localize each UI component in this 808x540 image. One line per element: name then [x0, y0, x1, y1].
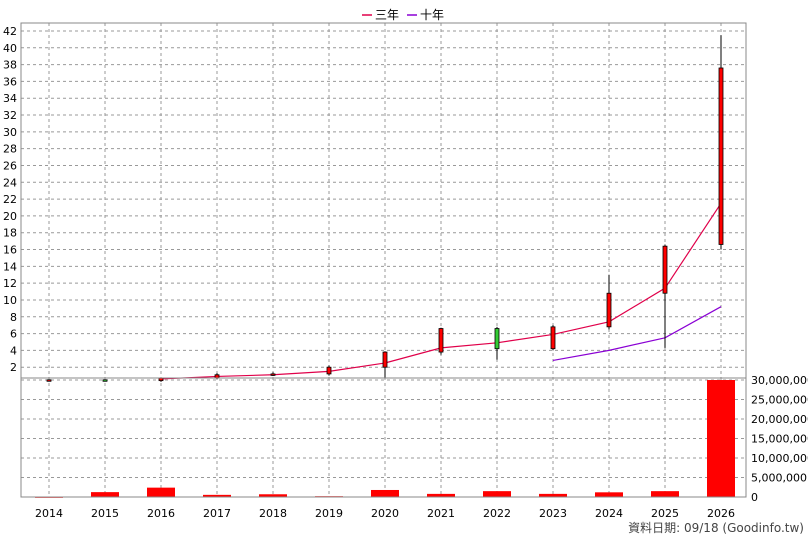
- x-tick-label: 2017: [203, 507, 231, 520]
- price-tick-label: 36: [3, 75, 17, 88]
- price-tick-label: 28: [3, 143, 17, 156]
- price-tick-label: 24: [3, 176, 17, 189]
- price-tick-label: 14: [3, 260, 17, 273]
- legend-label-ma3: 三年: [375, 8, 399, 22]
- x-tick-label: 2014: [35, 507, 63, 520]
- volume-tick-label: 15,000,000: [751, 433, 808, 446]
- x-tick-label: 2015: [91, 507, 119, 520]
- x-tick-label: 2016: [147, 507, 175, 520]
- price-tick-label: 22: [3, 193, 17, 206]
- plot-frame: [20, 22, 747, 498]
- x-tick-label: 2024: [595, 507, 623, 520]
- x-tick-label: 2022: [483, 507, 511, 520]
- volume-bar: [371, 489, 399, 497]
- price-tick-label: 10: [3, 294, 17, 307]
- price-tick-label: 8: [10, 311, 17, 324]
- candle-body: [550, 326, 556, 350]
- volume-bar: [483, 491, 511, 497]
- price-tick-label: 34: [3, 92, 17, 105]
- price-tick-label: 42: [3, 25, 17, 38]
- ma-line-ten-year: [552, 306, 722, 362]
- volume-bar: [91, 492, 119, 497]
- price-tick-label: 40: [3, 42, 17, 55]
- candle-body: [382, 351, 388, 368]
- volume-tick-label: 5,000,000: [751, 472, 807, 485]
- volume-bar: [203, 494, 231, 497]
- x-tick-label: 2023: [539, 507, 567, 520]
- x-tick-label: 2025: [651, 507, 679, 520]
- x-tick-label: 2019: [315, 507, 343, 520]
- candle-body: [270, 373, 276, 376]
- price-tick-label: 12: [3, 277, 17, 290]
- volume-tick-label: 30,000,000: [751, 374, 808, 387]
- candle-body: [438, 328, 444, 353]
- footer-source: 資料日期: 09/18 (Goodinfo.tw): [628, 521, 804, 535]
- price-tick-label: 18: [3, 227, 17, 240]
- price-tick-label: 26: [3, 159, 17, 172]
- candle-body: [662, 245, 668, 294]
- price-tick-label: 20: [3, 210, 17, 223]
- volume-tick-label: 25,000,000: [751, 394, 808, 407]
- x-tick-label: 2020: [371, 507, 399, 520]
- x-tick-label: 2021: [427, 507, 455, 520]
- candle-body: [102, 379, 108, 382]
- volume-tick-label: 10,000,000: [751, 452, 808, 465]
- candle-body: [718, 67, 724, 245]
- candle-body: [46, 379, 52, 382]
- volume-bar: [651, 491, 679, 497]
- candle-body: [606, 292, 612, 328]
- volume-bar: [595, 492, 623, 497]
- price-tick-label: 38: [3, 59, 17, 72]
- x-tick-label: 2026: [707, 507, 735, 520]
- legend: 三年 十年: [362, 8, 444, 22]
- volume-bar: [707, 380, 735, 497]
- price-tick-label: 30: [3, 126, 17, 139]
- price-tick-label: 2: [10, 361, 17, 374]
- grid: [21, 23, 746, 497]
- volume-bar: [147, 487, 175, 497]
- price-tick-label: 4: [10, 344, 17, 357]
- x-tick-label: 2018: [259, 507, 287, 520]
- volume-tick-label: 0: [751, 491, 758, 504]
- candle-body: [494, 328, 500, 350]
- candlesticks: [46, 35, 724, 382]
- candle-body: [326, 366, 332, 375]
- volume-bar: [427, 493, 455, 497]
- volume-bar: [539, 493, 567, 497]
- legend-label-ma10: 十年: [420, 8, 444, 22]
- price-tick-label: 6: [10, 328, 17, 341]
- volume-bar: [259, 494, 287, 497]
- volume-tick-label: 20,000,000: [751, 413, 808, 426]
- price-tick-label: 32: [3, 109, 17, 122]
- axes: 2468101214161820222426283032343638404205…: [3, 22, 808, 520]
- price-tick-label: 16: [3, 244, 17, 257]
